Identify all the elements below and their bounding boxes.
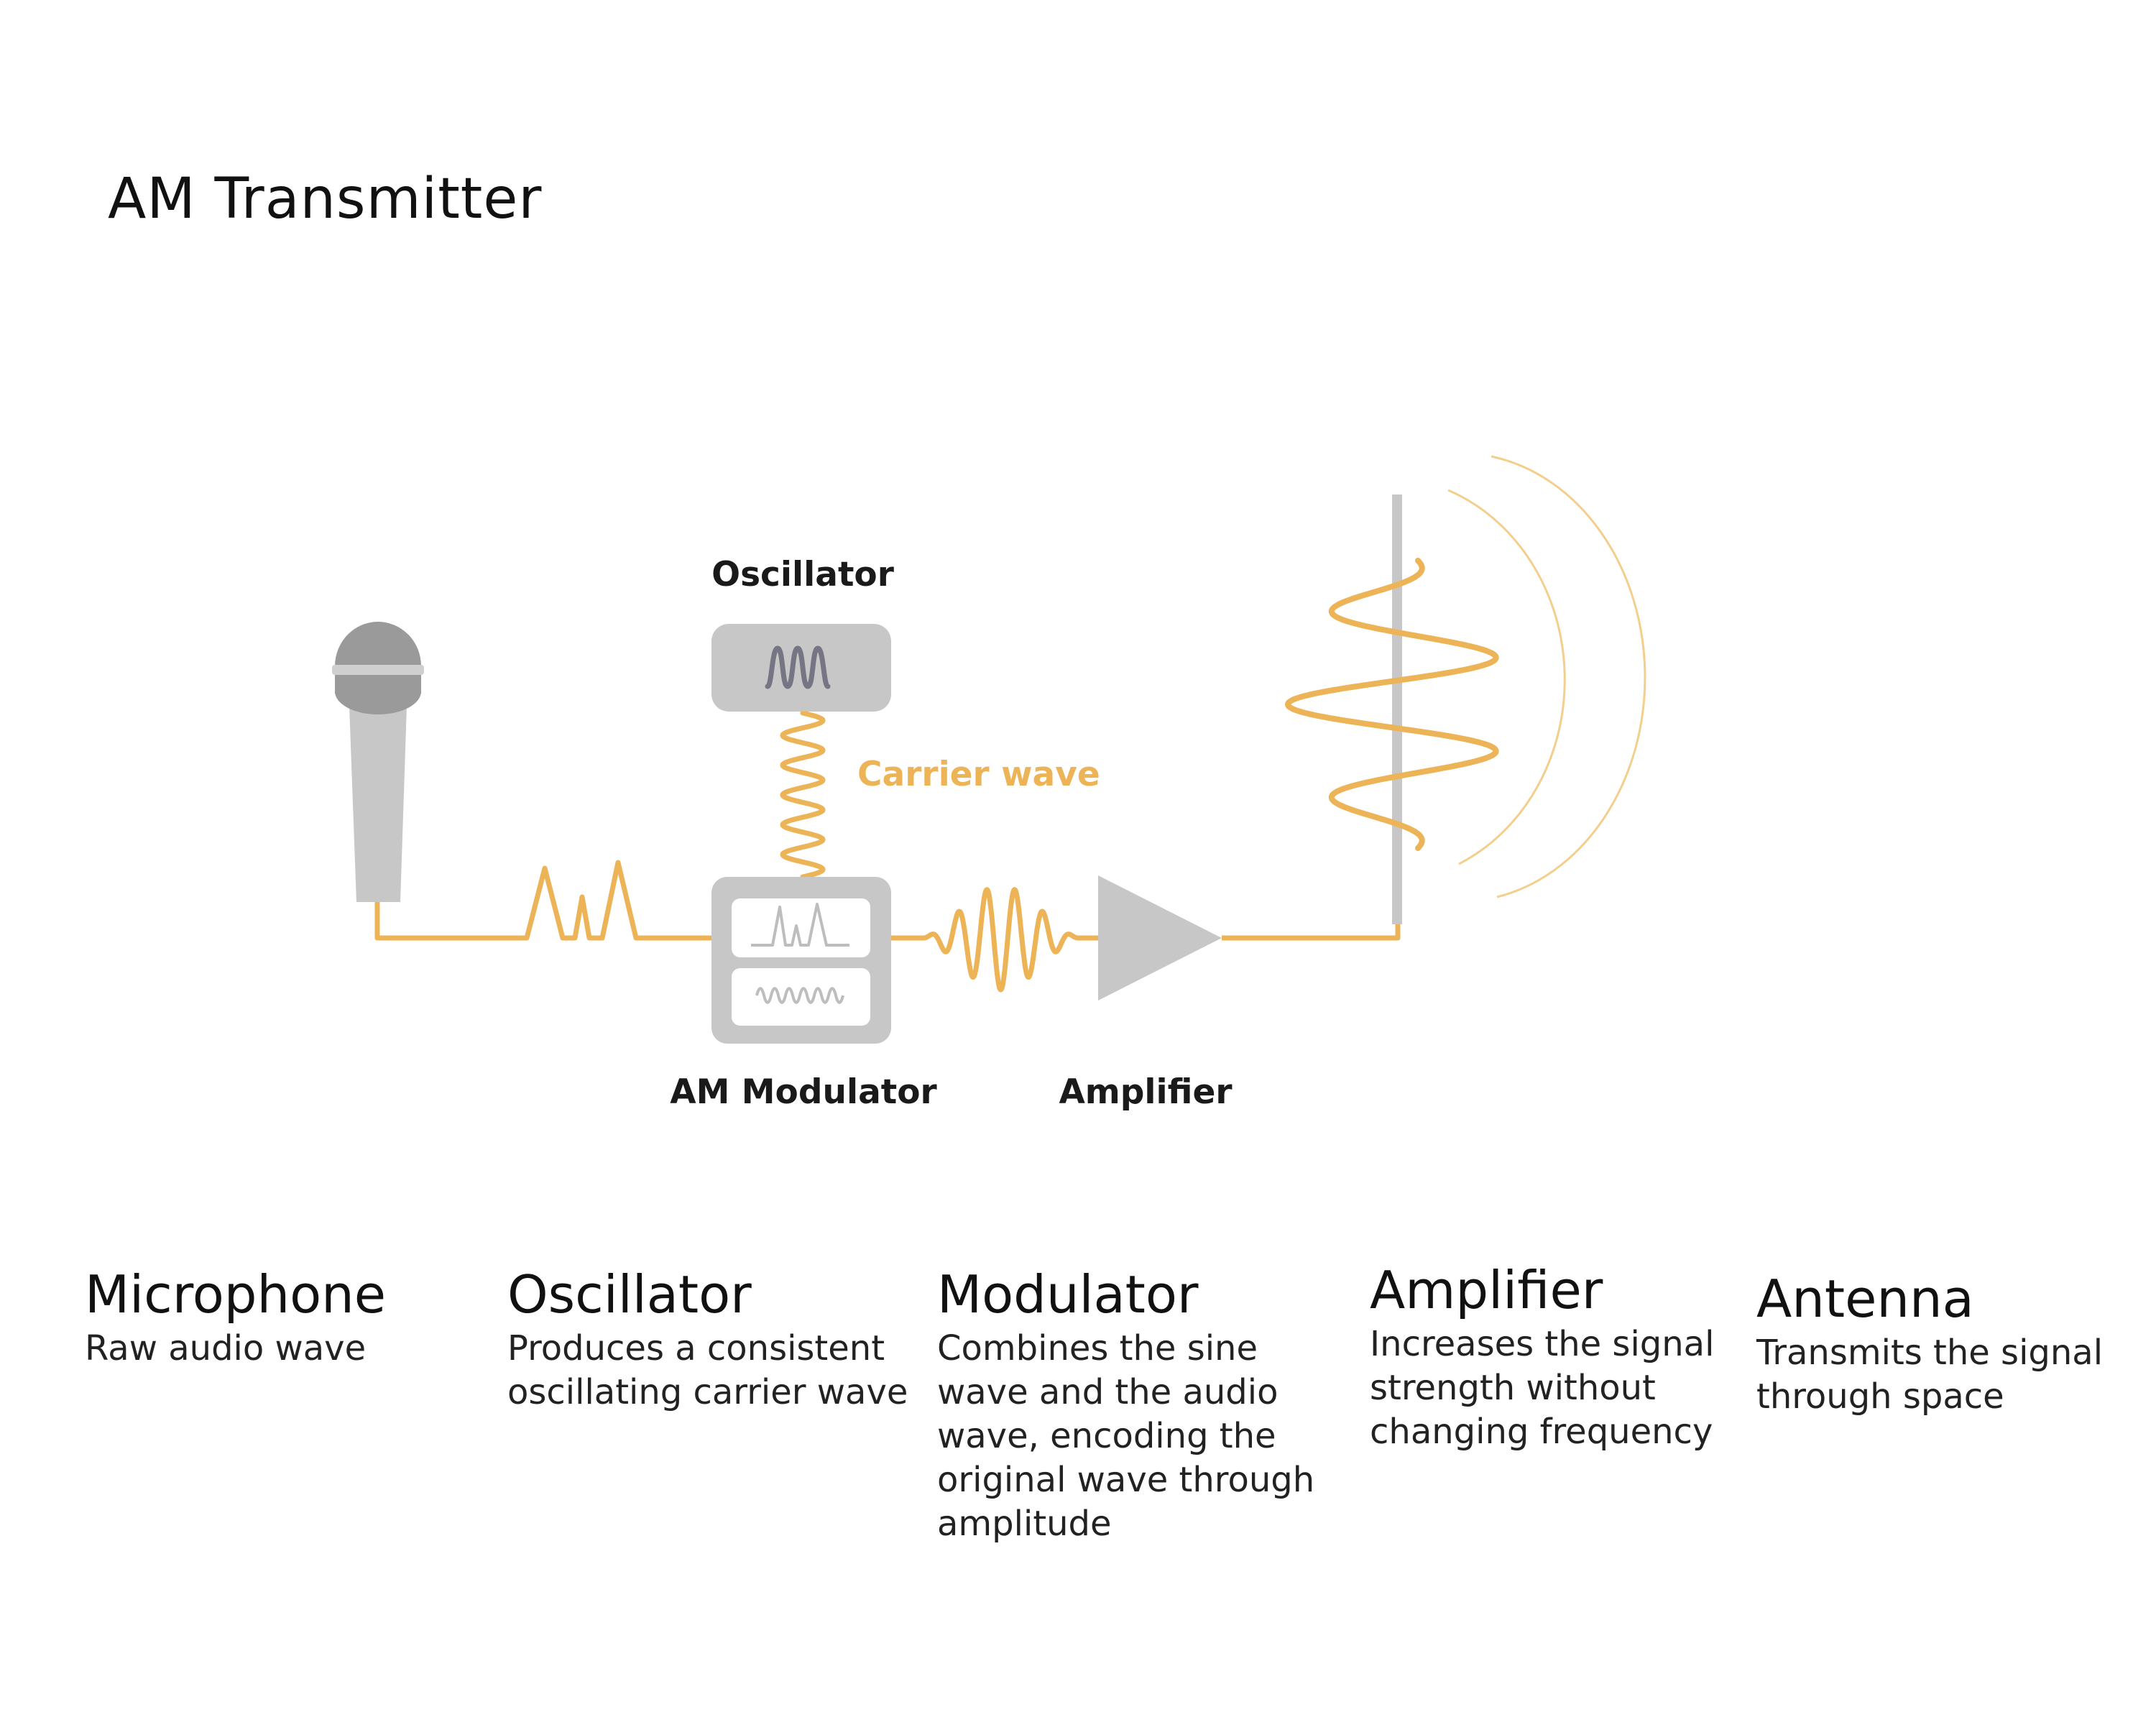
- am-modulator-block: [711, 877, 891, 1044]
- radio-wave-ring-outer: [1491, 455, 1646, 898]
- description-text: Raw audio wave: [85, 1328, 367, 1368]
- amplifier-label: Amplifier: [1059, 1072, 1233, 1112]
- modulated-wave-wire: [888, 887, 1101, 993]
- microphone-icon: [332, 622, 424, 902]
- audio-wave-icon: [751, 903, 849, 947]
- description-text: Increases the signal strength without ch…: [1370, 1324, 1715, 1452]
- page-title: AM Transmitter: [108, 167, 543, 231]
- description-oscillator: Oscillator Produces a consistent oscilla…: [507, 1262, 910, 1414]
- signal-chain-diagram: Oscillator Carrier wave AM Modulator Amp…: [332, 455, 1646, 1112]
- description-microphone: Microphone Raw audio wave: [85, 1262, 459, 1371]
- description-heading: Modulator: [937, 1264, 1199, 1325]
- radio-wave-ring-inner: [1447, 489, 1566, 865]
- antenna-radiated-wave: [1284, 558, 1499, 851]
- oscillator-label: Oscillator: [711, 555, 895, 594]
- oscillator-block: [711, 624, 891, 712]
- carrier-wave-icon: [755, 987, 844, 1004]
- antenna-feed-wire: [1222, 503, 1401, 941]
- description-text: Transmits the signal through space: [1756, 1333, 2104, 1417]
- carrier-wave-label: Carrier wave: [857, 755, 1100, 794]
- sine-wave-icon: [765, 645, 831, 689]
- audio-wave-wire: [374, 860, 722, 941]
- antenna-icon: [1284, 455, 1646, 924]
- description-heading: Amplifier: [1370, 1260, 1603, 1320]
- description-heading: Microphone: [85, 1264, 387, 1325]
- carrier-wave-coil: [780, 710, 826, 880]
- description-heading: Oscillator: [507, 1264, 752, 1325]
- description-amplifier: Amplifier Increases the signal strength …: [1370, 1258, 1743, 1454]
- description-modulator: Modulator Combines the sine wave and the…: [937, 1262, 1336, 1546]
- description-text: Combines the sine wave and the audio wav…: [937, 1328, 1315, 1544]
- description-antenna: Antenna Transmits the signal through spa…: [1756, 1266, 2130, 1419]
- description-heading: Antenna: [1756, 1269, 1974, 1329]
- amplifier-icon: [1098, 875, 1222, 1000]
- am-modulator-label: AM Modulator: [670, 1072, 937, 1112]
- description-text: Produces a consistent oscillating carrie…: [507, 1328, 908, 1412]
